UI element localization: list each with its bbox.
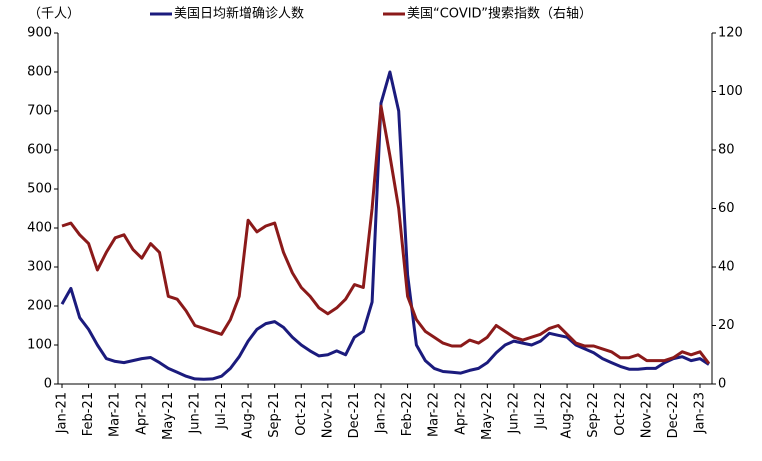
x-tick-label: Sep-22	[586, 392, 601, 438]
x-tick-label: Dec-21	[347, 392, 362, 438]
y-tick-label: 900	[27, 26, 52, 41]
series-line	[60, 70, 710, 381]
y-tick-label: 200	[27, 299, 52, 314]
y-tick-label: 500	[27, 182, 52, 197]
y-tick-label: 800	[27, 65, 52, 80]
x-tick-label: Jan-21	[55, 392, 70, 434]
x-tick-label: Jan-22	[374, 392, 389, 434]
x-tick-label: Apr-21	[134, 392, 149, 435]
y2-tick-label: 60	[718, 201, 735, 216]
x-tick-label: Apr-22	[453, 392, 468, 435]
x-tick-label: May-21	[161, 392, 176, 440]
x-tick-label: Jan-23	[693, 392, 708, 434]
x-tick-label: Jul-21	[214, 392, 229, 430]
x-tick-label: Nov-21	[320, 392, 335, 438]
x-tick-label: Jun-22	[506, 392, 521, 435]
y2-tick-label: 80	[718, 143, 735, 158]
x-tick-label: Dec-22	[666, 392, 681, 438]
y-tick-label: 300	[27, 260, 52, 275]
y2-tick-label: 120	[718, 26, 743, 41]
x-tick-label: Feb-21	[81, 392, 96, 436]
x-tick-label: May-22	[480, 392, 495, 440]
x-tick-label: Mar-22	[427, 392, 442, 437]
x-tick-label: Nov-22	[639, 392, 654, 438]
y-tick-label: 600	[27, 143, 52, 158]
x-tick-label: Jun-21	[187, 392, 202, 435]
unit-label: （千人）	[28, 7, 80, 22]
legend-label: 美国日均新增确诊人数	[174, 6, 304, 22]
x-tick-label: Oct-22	[613, 392, 628, 436]
x-tick-label: Jul-22	[533, 392, 548, 430]
series-line	[61, 104, 711, 365]
y2-tick-label: 0	[718, 377, 726, 392]
y2-tick-label: 40	[718, 260, 735, 275]
y-tick-label: 100	[27, 338, 52, 353]
x-tick-label: Mar-21	[108, 392, 123, 437]
y-tick-label: 0	[44, 377, 52, 392]
x-tick-label: Feb-22	[400, 392, 415, 436]
y-tick-label: 400	[27, 221, 52, 236]
y2-tick-label: 100	[718, 84, 743, 99]
y2-tick-label: 20	[718, 318, 735, 333]
y-tick-label: 700	[27, 104, 52, 119]
x-tick-label: Aug-21	[241, 392, 256, 439]
legend-label: 美国“COVID”搜索指数（右轴）	[407, 7, 592, 22]
x-tick-label: Oct-21	[294, 392, 309, 436]
x-tick-label: Sep-21	[267, 392, 282, 438]
x-tick-label: Aug-22	[560, 392, 575, 439]
